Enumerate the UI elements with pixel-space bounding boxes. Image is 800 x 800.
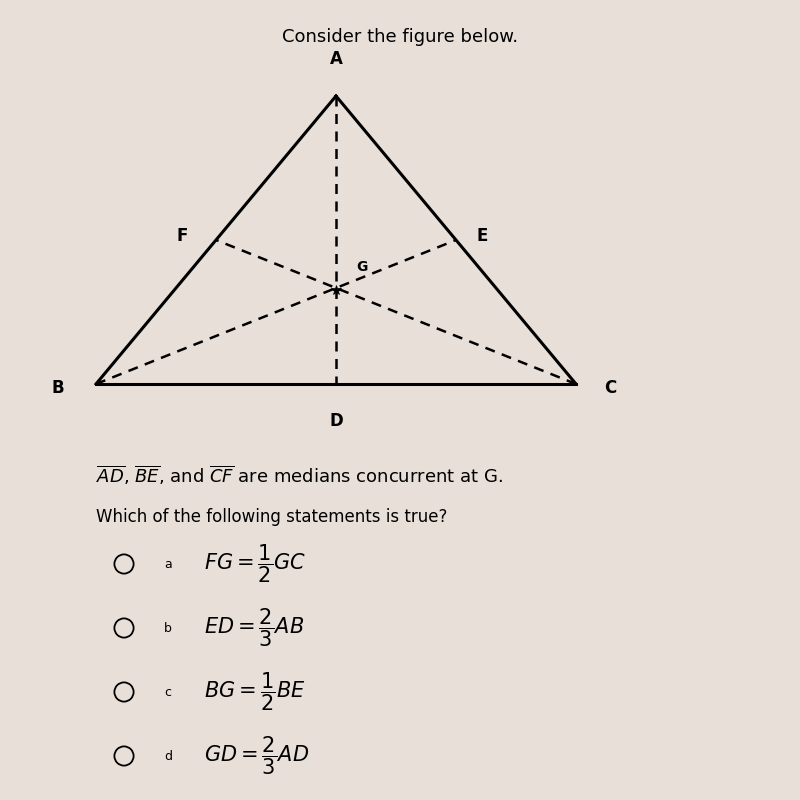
Text: Consider the figure below.: Consider the figure below. <box>282 28 518 46</box>
Text: F: F <box>177 227 188 245</box>
Text: E: E <box>476 227 487 245</box>
Text: C: C <box>604 379 616 397</box>
Text: $\overline{AD}$, $\overline{BE}$, and $\overline{CF}$ are medians concurrent at : $\overline{AD}$, $\overline{BE}$, and $\… <box>96 464 503 487</box>
Text: $FG = \dfrac{1}{2}GC$: $FG = \dfrac{1}{2}GC$ <box>204 542 306 586</box>
Text: $ED = \dfrac{2}{3}AB$: $ED = \dfrac{2}{3}AB$ <box>204 606 304 650</box>
Text: d: d <box>164 750 172 762</box>
Text: Which of the following statements is true?: Which of the following statements is tru… <box>96 508 447 526</box>
Text: D: D <box>329 412 343 430</box>
Text: B: B <box>51 379 64 397</box>
Text: G: G <box>356 259 367 274</box>
Text: A: A <box>330 50 342 68</box>
Text: c: c <box>164 686 171 698</box>
Text: $BG = \dfrac{1}{2}BE$: $BG = \dfrac{1}{2}BE$ <box>204 670 306 714</box>
Text: a: a <box>164 558 172 570</box>
Text: $GD = \dfrac{2}{3}AD$: $GD = \dfrac{2}{3}AD$ <box>204 734 309 778</box>
Text: b: b <box>164 622 172 634</box>
